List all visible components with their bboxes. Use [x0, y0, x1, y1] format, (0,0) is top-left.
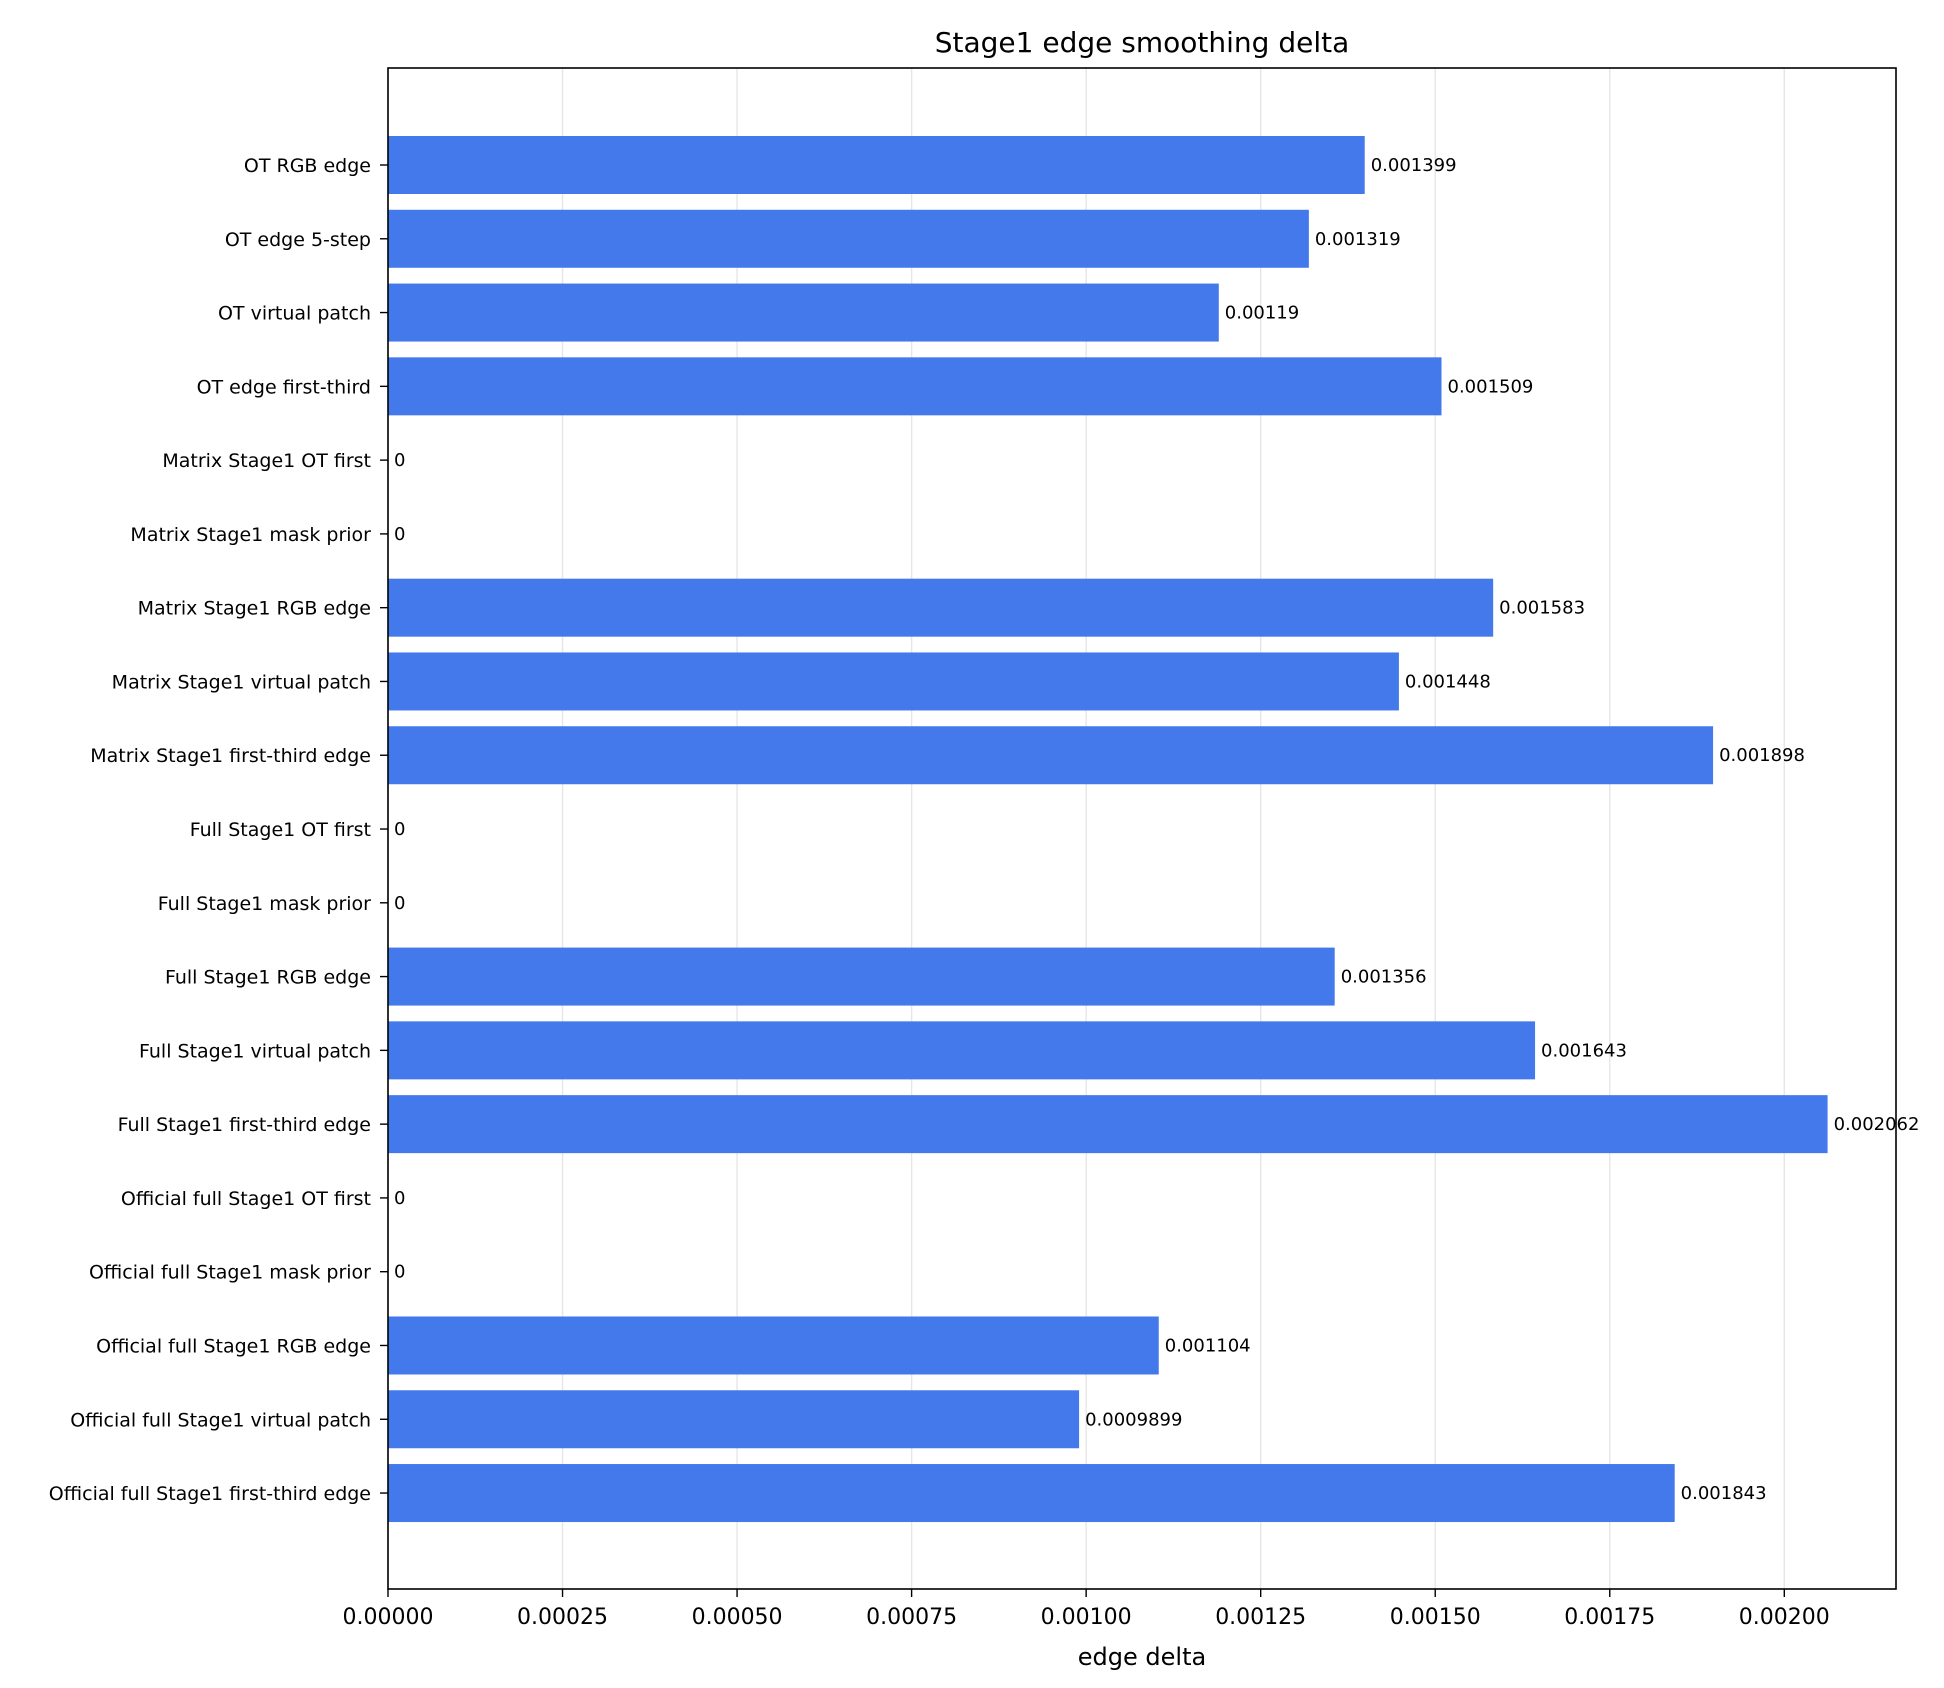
x-tick-label: 0.00175	[1564, 1605, 1655, 1630]
bar-value-label: 0.001356	[1341, 967, 1427, 988]
bar-value-label: 0	[394, 1262, 405, 1283]
y-category-label: OT edge 5-step	[225, 229, 371, 251]
y-category-label: Matrix Stage1 RGB edge	[138, 598, 371, 620]
y-category-label: Full Stage1 OT first	[190, 819, 371, 841]
bar	[388, 1095, 1828, 1154]
bar-value-label: 0.0009899	[1085, 1409, 1182, 1430]
x-tick-label: 0.00200	[1739, 1605, 1830, 1630]
bar-value-label: 0	[394, 450, 405, 471]
y-category-label: Matrix Stage1 OT first	[162, 450, 371, 472]
bar	[388, 357, 1442, 416]
y-category-label: Full Stage1 RGB edge	[165, 967, 371, 989]
x-tick-label: 0.00050	[692, 1605, 783, 1630]
bar	[388, 578, 1494, 637]
bar	[388, 1464, 1675, 1523]
bar-value-label: 0	[394, 524, 405, 545]
bar-value-label: 0	[394, 819, 405, 840]
y-category-label: Official full Stage1 virtual patch	[70, 1409, 371, 1431]
x-axis-label: edge delta	[1078, 1643, 1206, 1671]
y-category-label: Matrix Stage1 virtual patch	[112, 671, 371, 693]
x-tick-label: 0.00025	[517, 1605, 608, 1630]
bar-value-label: 0.001448	[1405, 671, 1491, 692]
bar	[388, 726, 1714, 785]
y-category-label: Full Stage1 first-third edge	[118, 1114, 371, 1136]
bar-value-label: 0.001898	[1719, 745, 1805, 766]
bar	[388, 1316, 1159, 1375]
bar-value-label: 0	[394, 893, 405, 914]
bar-value-label: 0.001104	[1165, 1335, 1251, 1356]
bar	[388, 136, 1365, 194]
y-category-label: OT virtual patch	[218, 303, 371, 325]
y-category-label: OT edge first-third	[197, 376, 371, 398]
bar-value-label: 0.002062	[1834, 1114, 1920, 1135]
bar-value-label: 0.001643	[1541, 1040, 1627, 1061]
y-category-label: Official full Stage1 first-third edge	[49, 1483, 371, 1505]
bars	[388, 136, 1828, 1523]
y-category-label: Full Stage1 mask prior	[158, 893, 371, 915]
bar	[388, 652, 1399, 711]
y-category-label: Official full Stage1 mask prior	[89, 1262, 371, 1284]
bar-value-label: 0.001583	[1499, 598, 1585, 619]
y-category-label: Matrix Stage1 mask prior	[130, 524, 371, 546]
bar	[388, 283, 1219, 342]
x-tick-label: 0.00125	[1215, 1605, 1306, 1630]
bar-value-label: 0.001399	[1371, 155, 1457, 176]
x-tick-label: 0.00000	[343, 1605, 434, 1630]
y-category-label: Official full Stage1 RGB edge	[96, 1335, 371, 1357]
bar	[388, 1021, 1536, 1080]
y-category-label: Full Stage1 virtual patch	[139, 1040, 371, 1062]
y-axis: OT RGB edge OT edge 5-step OT virtual patc…	[49, 155, 388, 1505]
bar	[388, 209, 1309, 268]
x-tick-label: 0.00075	[866, 1605, 957, 1630]
bar-value-label: 0.001509	[1448, 376, 1534, 397]
y-category-label: Matrix Stage1 first-third edge	[90, 745, 371, 767]
y-category-label: OT RGB edge	[244, 155, 371, 177]
x-axis: 0.00000 0.00025 0.00050 0.00075 0.00100 0.001…	[343, 1589, 1830, 1630]
x-tick-label: 0.00100	[1041, 1605, 1132, 1630]
bar	[388, 947, 1335, 1006]
bar-value-label: 0	[394, 1188, 405, 1209]
x-tick-label: 0.00150	[1390, 1605, 1481, 1630]
y-category-label: Official full Stage1 OT first	[121, 1188, 371, 1210]
bar-value-label: 0.001319	[1315, 229, 1401, 250]
value-labels: 0.001399 0.001319 0.00119 0.001509 0 0 0.00158…	[394, 155, 1919, 1504]
bar	[388, 1390, 1080, 1449]
bar-value-label: 0.00119	[1225, 303, 1299, 324]
bar-value-label: 0.001843	[1681, 1483, 1767, 1504]
chart-title: Stage1 edge smoothing delta	[935, 26, 1350, 59]
